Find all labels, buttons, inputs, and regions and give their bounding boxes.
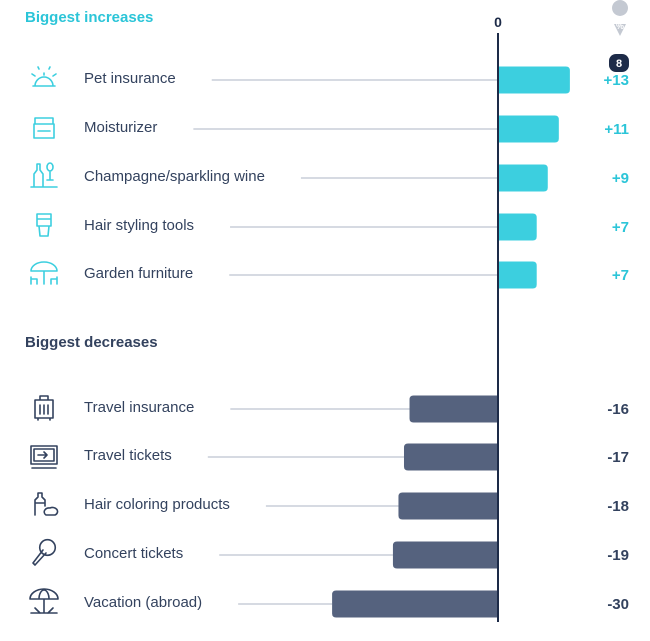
pet-bell-icon bbox=[31, 66, 57, 87]
bar bbox=[332, 590, 498, 618]
value-label: -16 bbox=[607, 401, 629, 418]
value-label: -30 bbox=[607, 596, 629, 613]
bar-row: Hair styling tools +7 bbox=[36, 213, 629, 241]
category-label: Travel tickets bbox=[84, 447, 172, 464]
value-label: +7 bbox=[612, 267, 629, 284]
bar-row: Concert tickets -19 bbox=[32, 538, 629, 569]
bar-row: Hair coloring products -18 bbox=[34, 492, 629, 520]
bar bbox=[498, 261, 537, 289]
bar bbox=[398, 492, 498, 520]
zero-label: 0 bbox=[494, 14, 502, 30]
champagne-icon bbox=[30, 162, 58, 188]
svg-text:8: 8 bbox=[616, 58, 622, 70]
beach-umbrella-icon bbox=[29, 588, 59, 614]
bar-row: Garden furniture +7 bbox=[30, 261, 629, 289]
category-label: Vacation (abroad) bbox=[84, 594, 202, 611]
bar bbox=[403, 443, 498, 471]
category-label: Concert tickets bbox=[84, 545, 183, 562]
value-label: +11 bbox=[604, 121, 629, 138]
percent-pin-icon: % bbox=[612, 0, 628, 36]
header-increases: Biggest increases bbox=[25, 9, 153, 26]
category-label: Garden furniture bbox=[84, 265, 193, 282]
category-label: Hair coloring products bbox=[84, 496, 230, 513]
category-label: Travel insurance bbox=[84, 399, 194, 416]
badge: 8 bbox=[609, 54, 629, 72]
value-label: +13 bbox=[604, 72, 629, 89]
category-label: Champagne/sparkling wine bbox=[84, 168, 265, 185]
bar bbox=[498, 164, 548, 192]
ticket-icon bbox=[30, 445, 58, 469]
category-label: Pet insurance bbox=[84, 70, 176, 87]
svg-text:%: % bbox=[616, 21, 624, 31]
value-label: -19 bbox=[607, 547, 629, 564]
garden-table-icon bbox=[30, 261, 58, 285]
bar-row: Pet insurance +13 bbox=[31, 66, 629, 94]
bar-row: Moisturizer +11 bbox=[33, 115, 629, 143]
hair-tool-icon bbox=[36, 213, 52, 237]
bar-row: Champagne/sparkling wine +9 bbox=[30, 162, 629, 192]
bar-row: Vacation (abroad) -30 bbox=[29, 588, 629, 618]
value-label: -17 bbox=[607, 449, 629, 466]
dye-bottle-icon bbox=[34, 492, 59, 516]
bar bbox=[498, 115, 559, 143]
value-label: -18 bbox=[607, 498, 629, 515]
value-label: +7 bbox=[612, 219, 629, 236]
bar bbox=[498, 213, 537, 241]
bar bbox=[498, 66, 570, 94]
header-decreases: Biggest decreases bbox=[25, 334, 158, 351]
bar-row: Travel insurance -16 bbox=[34, 395, 629, 423]
value-label: +9 bbox=[612, 170, 629, 187]
microphone-icon bbox=[32, 538, 57, 566]
bar bbox=[409, 395, 498, 423]
category-label: Hair styling tools bbox=[84, 217, 194, 234]
cream-jar-icon bbox=[33, 117, 55, 139]
bar bbox=[392, 541, 498, 569]
bar-row: Travel tickets -17 bbox=[30, 443, 629, 471]
category-label: Moisturizer bbox=[84, 119, 157, 136]
luggage-icon bbox=[34, 395, 54, 421]
